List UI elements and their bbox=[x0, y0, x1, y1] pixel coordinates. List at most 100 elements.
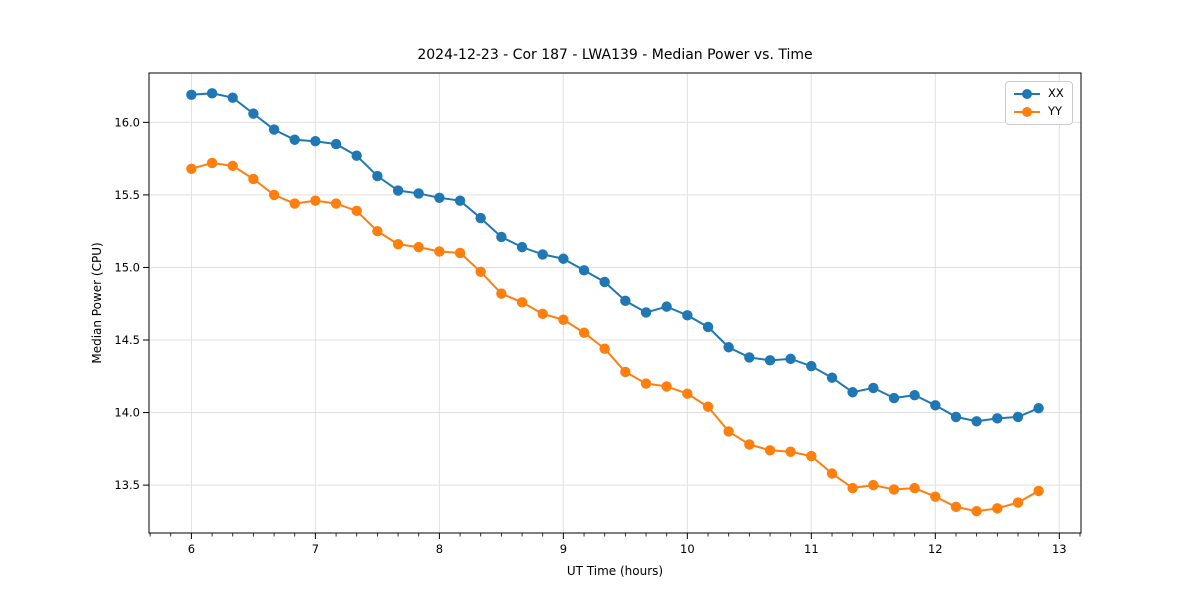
legend: XX YY bbox=[1005, 81, 1073, 125]
data-point-xx bbox=[289, 134, 300, 145]
data-point-yy bbox=[992, 503, 1003, 514]
data-point-yy bbox=[516, 297, 528, 308]
data-point-yy bbox=[268, 189, 280, 201]
data-point-xx bbox=[434, 192, 445, 203]
data-point-xx bbox=[330, 138, 342, 150]
data-point-xx bbox=[227, 92, 238, 103]
x-tick-label: 8 bbox=[436, 542, 443, 556]
y-tick-label: 15.5 bbox=[114, 188, 140, 202]
data-point-yy bbox=[454, 247, 466, 259]
data-point-xx bbox=[599, 276, 610, 288]
x-tick-label: 7 bbox=[312, 542, 319, 556]
data-point-xx bbox=[785, 353, 796, 365]
data-point-yy bbox=[682, 388, 693, 399]
data-point-xx bbox=[826, 372, 838, 383]
data-point-yy bbox=[1033, 485, 1044, 497]
data-point-yy bbox=[826, 468, 838, 479]
data-point-xx bbox=[1033, 403, 1044, 414]
legend-entry-yy: YY bbox=[1013, 103, 1064, 120]
data-point-yy bbox=[248, 173, 259, 185]
data-point-xx bbox=[558, 253, 569, 264]
x-tick-label: 9 bbox=[560, 542, 567, 556]
data-point-yy bbox=[888, 484, 900, 495]
series-line-yy bbox=[191, 161, 1040, 513]
y-tick-label: 16.0 bbox=[114, 115, 140, 129]
data-point-xx bbox=[661, 301, 672, 312]
data-point-xx bbox=[971, 416, 982, 427]
data-point-yy bbox=[351, 205, 362, 217]
data-point-xx bbox=[888, 392, 900, 404]
legend-entry-xx: XX bbox=[1013, 85, 1064, 102]
x-tick-label: 11 bbox=[804, 542, 819, 556]
data-point-xx bbox=[496, 231, 507, 243]
data-point-yy bbox=[392, 239, 404, 250]
data-point-xx bbox=[682, 310, 693, 321]
data-point-xx bbox=[206, 88, 218, 99]
data-point-xx bbox=[930, 400, 941, 411]
data-point-xx bbox=[806, 360, 817, 372]
data-point-yy bbox=[950, 501, 962, 513]
data-point-xx bbox=[992, 413, 1003, 424]
data-point-yy bbox=[330, 198, 342, 209]
legend-line-marker-yy-icon bbox=[1014, 106, 1040, 117]
data-point-yy bbox=[868, 479, 879, 491]
data-point-yy bbox=[1012, 497, 1024, 508]
data-point-xx bbox=[764, 355, 776, 366]
data-point-xx bbox=[868, 382, 879, 394]
axes-frame bbox=[148, 72, 1082, 534]
data-point-yy bbox=[289, 198, 300, 209]
data-point-yy bbox=[847, 482, 858, 494]
data-point-yy bbox=[578, 327, 590, 338]
data-point-xx bbox=[351, 150, 362, 161]
data-point-xx bbox=[1012, 411, 1024, 423]
data-point-yy bbox=[930, 491, 941, 502]
legend-label-yy: YY bbox=[1048, 104, 1063, 118]
chart-title: 2024-12-23 - Cor 187 - LWA139 - Median P… bbox=[417, 47, 813, 63]
data-point-yy bbox=[661, 381, 672, 392]
data-point-yy bbox=[723, 426, 734, 437]
data-point-yy bbox=[227, 160, 238, 172]
data-point-xx bbox=[950, 411, 962, 423]
data-point-yy bbox=[206, 157, 218, 169]
data-point-yy bbox=[702, 401, 714, 412]
data-point-yy bbox=[909, 482, 920, 494]
data-point-xx bbox=[475, 212, 486, 224]
data-point-xx bbox=[392, 185, 404, 196]
legend-line-marker-xx-icon bbox=[1014, 88, 1040, 99]
data-point-xx bbox=[310, 136, 321, 147]
data-point-xx bbox=[516, 241, 528, 253]
data-point-xx bbox=[702, 321, 714, 333]
x-tick-label: 10 bbox=[680, 542, 695, 556]
data-point-yy bbox=[372, 225, 383, 237]
data-point-xx bbox=[413, 188, 424, 199]
y-tick-label: 13.5 bbox=[114, 478, 140, 492]
data-point-yy bbox=[640, 378, 652, 389]
x-tick-label: 13 bbox=[1052, 542, 1067, 556]
data-point-xx bbox=[909, 389, 920, 401]
data-point-yy bbox=[744, 439, 755, 450]
data-point-xx bbox=[847, 387, 858, 398]
data-point-xx bbox=[248, 108, 259, 119]
data-point-yy bbox=[971, 506, 982, 517]
y-tick-label: 15.0 bbox=[114, 260, 140, 274]
data-point-xx bbox=[640, 307, 652, 318]
data-point-xx bbox=[268, 124, 280, 135]
x-tick-label: 6 bbox=[188, 542, 195, 556]
data-point-yy bbox=[620, 366, 631, 378]
data-point-xx bbox=[454, 195, 466, 206]
data-point-xx bbox=[578, 265, 590, 276]
data-point-yy bbox=[806, 450, 817, 462]
y-axis-label: Median Power (CPU) bbox=[90, 242, 104, 364]
data-point-yy bbox=[558, 314, 569, 325]
data-point-yy bbox=[475, 266, 486, 278]
data-point-yy bbox=[537, 308, 548, 320]
x-axis-label: UT Time (hours) bbox=[566, 564, 664, 578]
data-point-xx bbox=[186, 89, 197, 100]
data-point-yy bbox=[434, 246, 445, 257]
x-tick-label: 12 bbox=[928, 542, 943, 556]
y-tick-label: 14.0 bbox=[114, 406, 140, 420]
legend-label-xx: XX bbox=[1048, 86, 1064, 100]
data-point-yy bbox=[413, 241, 424, 253]
